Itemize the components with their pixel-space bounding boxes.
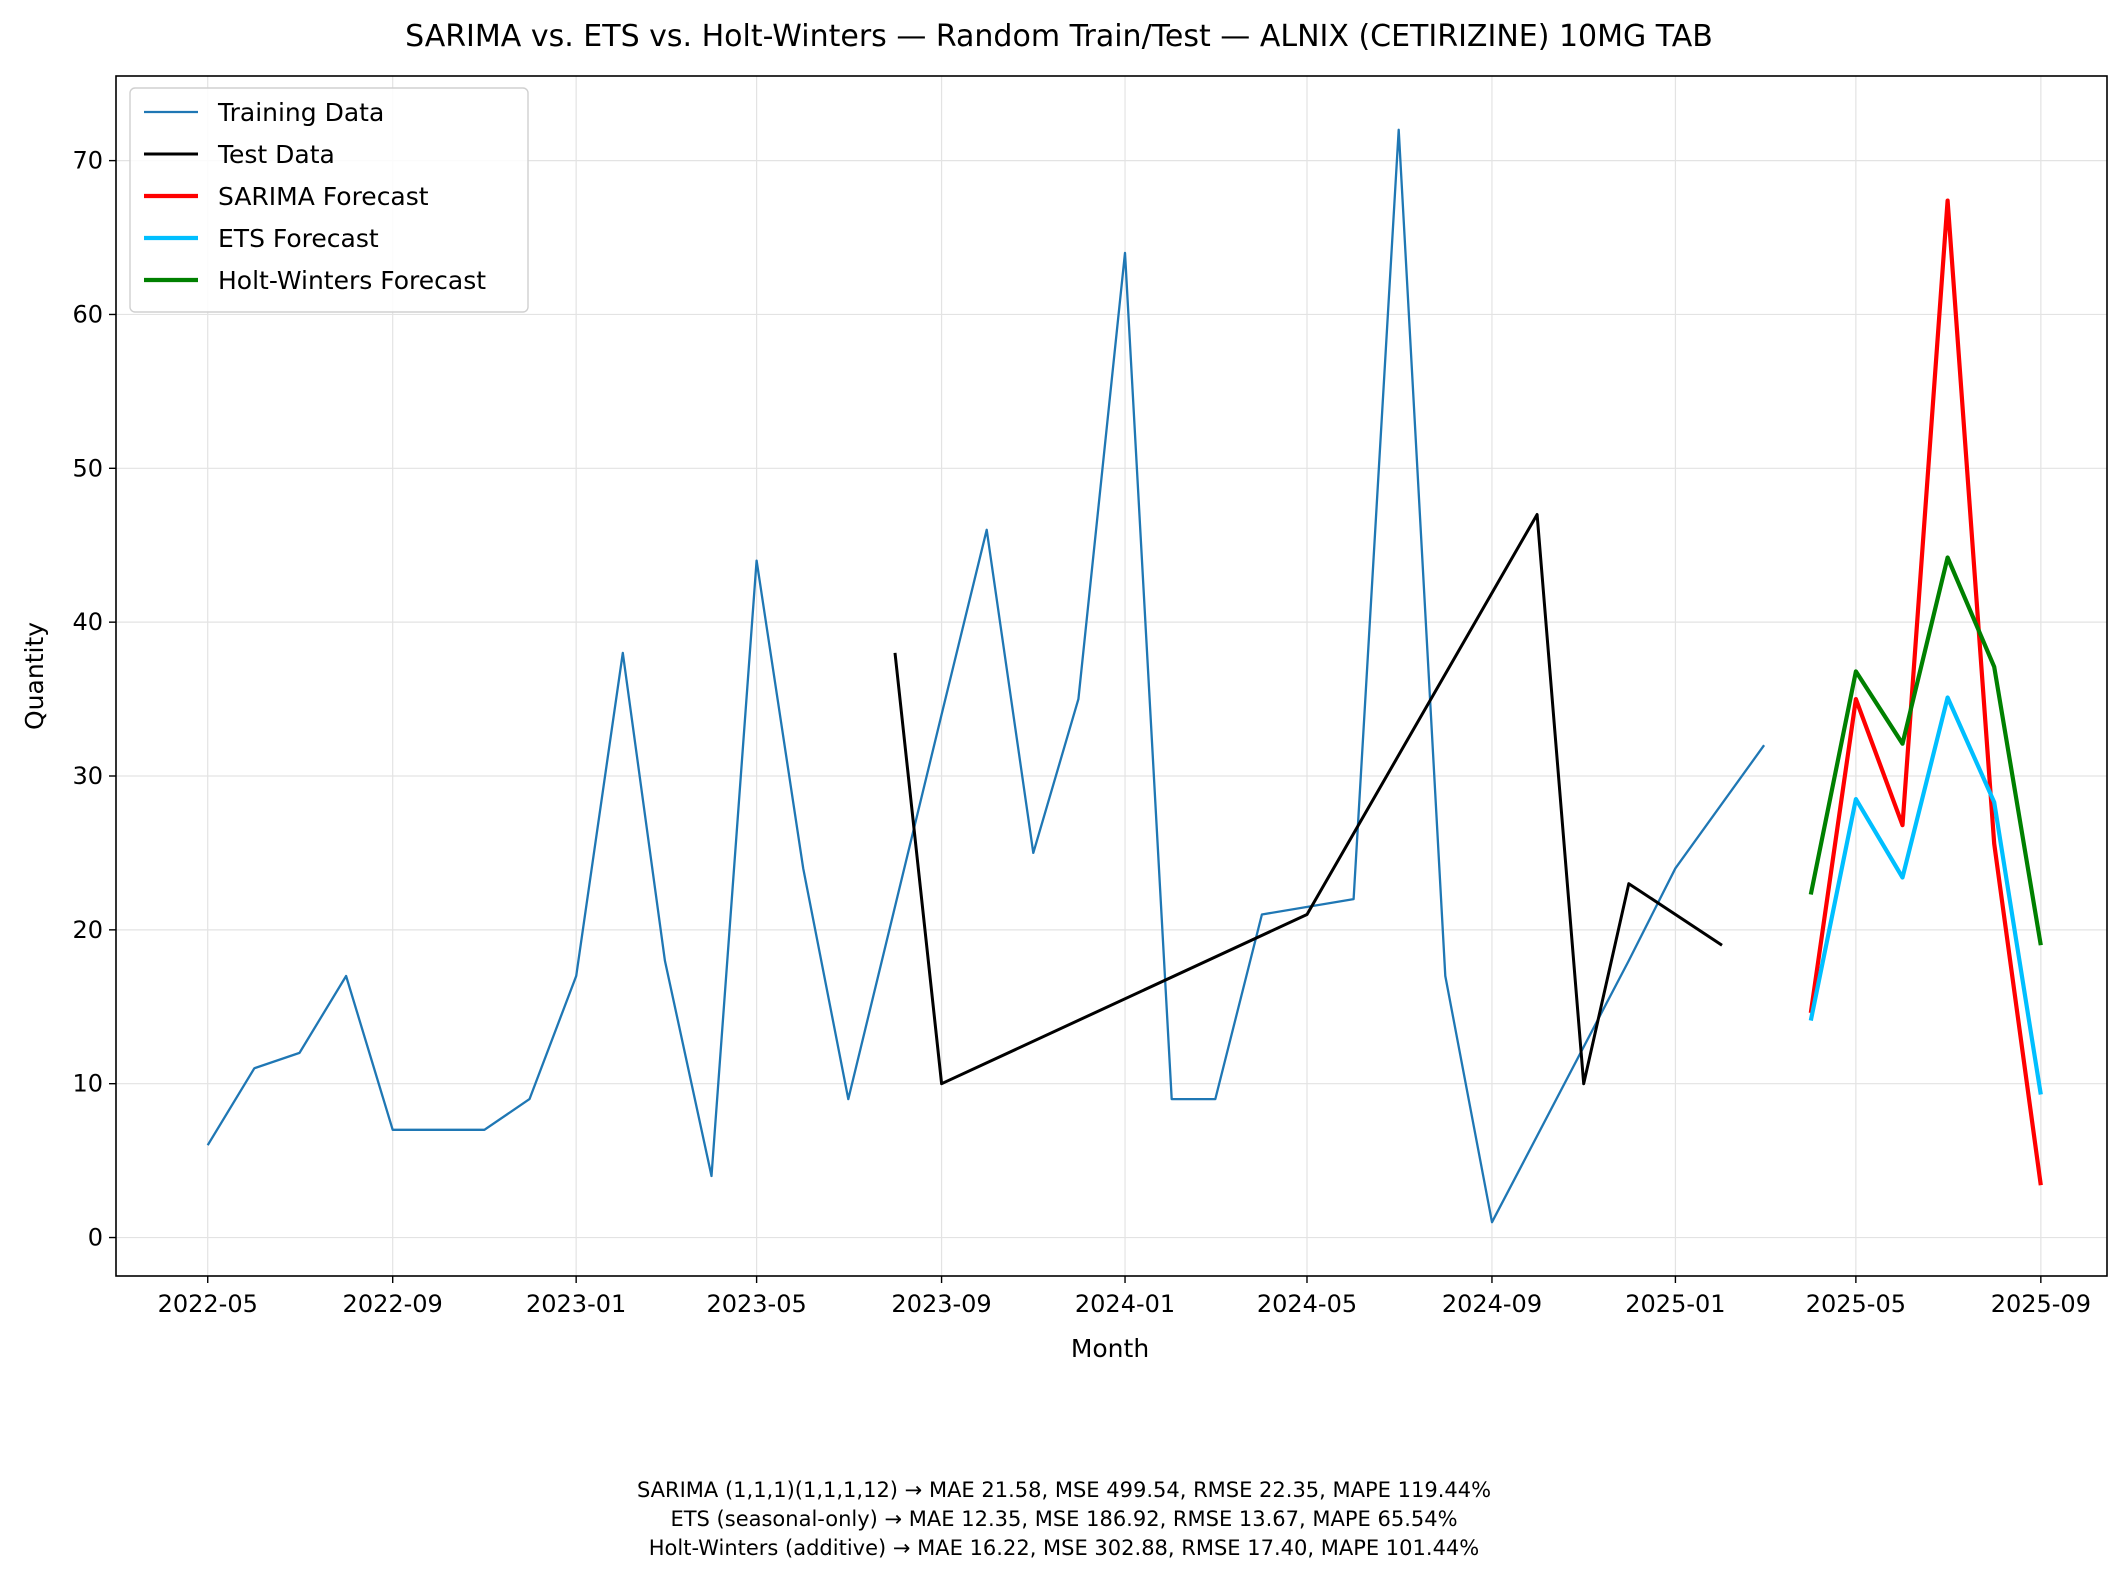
x-axis-label: Month — [1071, 1334, 1149, 1363]
legend-box — [129, 87, 529, 313]
plot-frame — [115, 75, 2108, 1277]
legend-label: Training Data — [217, 98, 384, 127]
chart-title: SARIMA vs. ETS vs. Holt-Winters — Random… — [405, 19, 1713, 54]
metric-holt-winters: Holt-Winters (additive) → MAE 16.22, MSE… — [649, 1536, 1480, 1560]
legend-label: SARIMA Forecast — [218, 182, 429, 211]
y-tick-label: 30 — [72, 762, 103, 790]
series-line — [893, 513, 1723, 1086]
x-tick-label: 2022-09 — [343, 1290, 443, 1318]
ticks: 2022-05 2022-09 2023-01 2023-05 2023-09 2024-… — [72, 147, 2091, 1318]
x-tick-label: 2023-01 — [526, 1290, 626, 1318]
series-line — [206, 128, 1766, 1224]
legend: Training Data Test Data SARIMA Forecast ETS… — [129, 87, 529, 313]
y-tick-label: 60 — [72, 300, 103, 328]
x-tick-label: 2023-05 — [706, 1290, 806, 1318]
series-test-data — [893, 513, 1723, 1086]
legend-label: Holt-Winters Forecast — [218, 266, 486, 295]
series-layer — [206, 128, 2043, 1224]
metrics-block: SARIMA (1,1,1)(1,1,1,12) → MAE 21.58, MS… — [637, 1478, 1491, 1560]
y-tick-label: 40 — [72, 608, 103, 636]
x-tick-label: 2024-09 — [1442, 1290, 1542, 1318]
series-holt-winters-forecast — [1808, 555, 2043, 946]
y-tick-label: 10 — [72, 1070, 103, 1098]
x-tick-label: 2025-01 — [1625, 1290, 1725, 1318]
series-sarima-forecast — [1808, 198, 2043, 1186]
series-line — [1808, 198, 2043, 1186]
x-tick-label: 2022-05 — [158, 1290, 258, 1318]
legend-item-holt-winters-forecast: Holt-Winters Forecast — [144, 266, 486, 295]
legend-label: ETS Forecast — [218, 224, 379, 253]
legend-item-test-data: Test Data — [144, 140, 335, 169]
y-tick-label: 70 — [72, 147, 103, 175]
series-line — [1808, 695, 2043, 1095]
series-ets-forecast — [1808, 695, 2043, 1095]
y-tick-label: 0 — [88, 1224, 103, 1252]
x-tick-label: 2025-05 — [1806, 1290, 1906, 1318]
y-tick-label: 20 — [72, 916, 103, 944]
legend-item-sarima-forecast: SARIMA Forecast — [144, 182, 429, 211]
metric-sarima: SARIMA (1,1,1)(1,1,1,12) → MAE 21.58, MS… — [637, 1478, 1491, 1502]
x-tick-label: 2024-01 — [1075, 1290, 1175, 1318]
metric-ets: ETS (seasonal-only) → MAE 12.35, MSE 186… — [670, 1507, 1457, 1531]
legend-item-ets-forecast: ETS Forecast — [144, 224, 379, 253]
x-tick-label: 2025-09 — [1991, 1290, 2091, 1318]
legend-item-training-data: Training Data — [144, 98, 384, 127]
legend-label: Test Data — [217, 140, 335, 169]
x-tick-label: 2023-09 — [891, 1290, 991, 1318]
series-training-data — [206, 128, 1766, 1224]
y-axis-label: Quantity — [20, 622, 49, 730]
y-tick-label: 50 — [72, 454, 103, 482]
series-line — [1808, 555, 2043, 946]
x-tick-label: 2024-05 — [1257, 1290, 1357, 1318]
grid — [116, 76, 2107, 1276]
